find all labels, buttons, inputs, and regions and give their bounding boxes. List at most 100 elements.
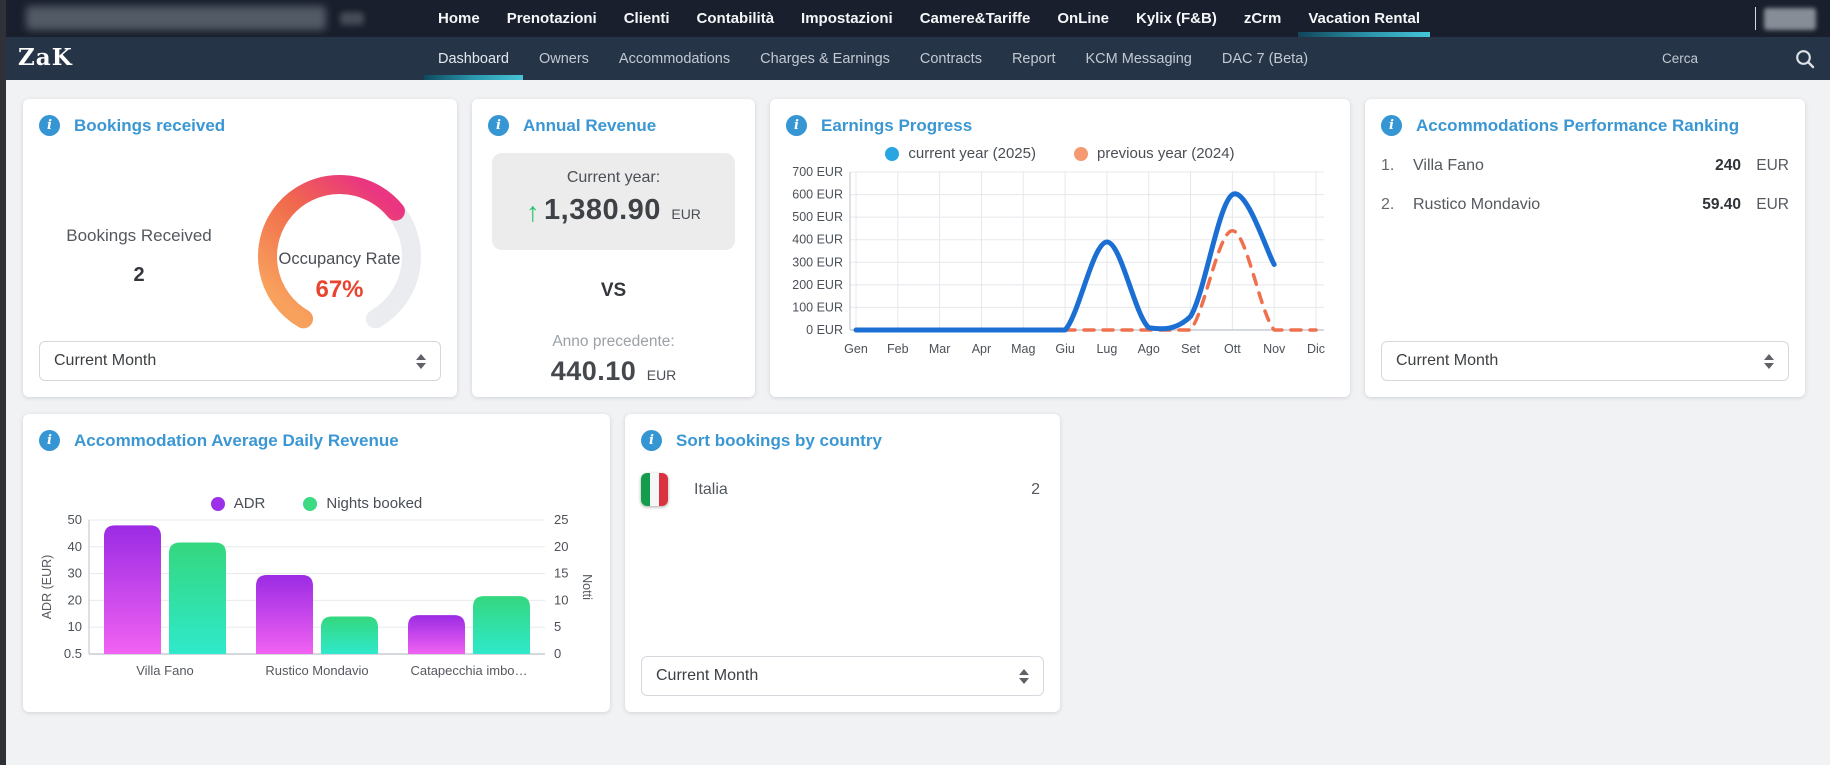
svg-text:Gen: Gen	[844, 342, 868, 356]
nav-item-contabilit[interactable]: Contabilità	[696, 10, 775, 27]
svg-text:600 EUR: 600 EUR	[792, 188, 843, 202]
card-adr: i Accommodation Average Daily Revenue AD…	[23, 414, 610, 712]
period-select[interactable]: Current Month	[1381, 341, 1789, 381]
svg-text:Apr: Apr	[972, 342, 991, 356]
card-title: Sort bookings by country	[676, 430, 882, 450]
currency-label: EUR	[646, 367, 677, 383]
info-icon[interactable]: i	[39, 115, 60, 136]
period-select-value: Current Month	[656, 667, 759, 684]
legend-dot-icon	[303, 496, 318, 511]
legend-label: ADR	[233, 495, 266, 512]
search-icon[interactable]	[1794, 48, 1816, 70]
gauge-value: 67%	[315, 276, 364, 303]
legend-dot-icon	[210, 496, 225, 511]
nav-item-camere-tariffe[interactable]: Camere&Tariffe	[919, 10, 1031, 27]
tab-accommodations[interactable]: Accommodations	[618, 50, 731, 67]
info-icon[interactable]: i	[786, 115, 807, 136]
nav-item-vacation-rental[interactable]: Vacation Rental	[1298, 0, 1430, 37]
info-icon[interactable]: i	[39, 430, 60, 451]
svg-text:30: 30	[68, 566, 82, 581]
current-year-value: 1,380.90	[544, 194, 661, 226]
current-year-label: Current year:	[566, 169, 661, 186]
search-label[interactable]: Cerca	[1661, 51, 1698, 66]
bookings-metric-label: Bookings Received	[66, 226, 212, 245]
occupancy-gauge: Occupancy Rate 67%	[247, 164, 432, 349]
zak-logo[interactable]: ZaK	[18, 44, 73, 71]
legend-label: current year (2025)	[908, 145, 1036, 162]
dashboard-content: i Bookings received Bookings Received 2 …	[0, 80, 1830, 712]
tab-charges-earnings[interactable]: Charges & Earnings	[760, 50, 890, 67]
nav-item-kylix-f-b[interactable]: Kylix (F&B)	[1136, 10, 1217, 27]
nav-item-online[interactable]: OnLine	[1057, 10, 1109, 27]
svg-text:Ago: Ago	[1138, 342, 1160, 356]
svg-text:Ott: Ott	[1224, 342, 1241, 356]
nav-item-clienti[interactable]: Clienti	[623, 10, 670, 27]
tab-dac-7-beta[interactable]: DAC 7 (Beta)	[1221, 50, 1309, 67]
bookings-body: Bookings Received 2 Occupancy Rate 67%	[39, 164, 441, 349]
legend-label: Nights booked	[326, 495, 423, 512]
legend-dot-icon	[1073, 146, 1088, 161]
accommodation-name: Rustico Mondavio	[1413, 196, 1541, 213]
card-annual-revenue: i Annual Revenue Current year: ↑ 1,380.9…	[472, 99, 755, 397]
svg-text:Mag: Mag	[1011, 342, 1035, 356]
adr-chart-legend: ADR Nights booked	[39, 495, 594, 512]
select-arrows-icon	[1764, 353, 1774, 369]
svg-text:Rustico Mondavio: Rustico Mondavio	[265, 663, 368, 678]
info-icon[interactable]: i	[641, 430, 662, 451]
tab-contracts[interactable]: Contracts	[919, 50, 982, 67]
top-nav-menu: Home Prenotazioni Clienti Contabilità Impost…	[438, 0, 1430, 37]
top-nav-bar: Home Prenotazioni Clienti Contabilità Impost…	[0, 0, 1830, 37]
legend-item-nights-booked[interactable]: Nights booked	[303, 495, 422, 512]
tab-dashboard[interactable]: Dashboard	[424, 37, 523, 80]
svg-text:Nov: Nov	[1263, 342, 1286, 356]
info-icon[interactable]: i	[488, 115, 509, 136]
previous-year-label: Anno precedente:	[552, 333, 675, 350]
svg-text:Feb: Feb	[887, 342, 909, 356]
revenue-up-arrow-icon: ↑	[526, 197, 540, 227]
svg-text:Mar: Mar	[929, 342, 951, 356]
ranking-row: 1. Villa Fano 240 EUR	[1381, 157, 1789, 175]
svg-text:ADR (EUR): ADR (EUR)	[40, 555, 54, 620]
svg-text:40: 40	[68, 539, 82, 554]
redacted-property-name	[26, 6, 326, 30]
bookings-metric-value: 2	[133, 264, 145, 286]
nav-divider	[1755, 7, 1756, 30]
country-name: Italia	[694, 480, 728, 498]
svg-text:10: 10	[554, 592, 568, 607]
tab-owners[interactable]: Owners	[538, 50, 589, 67]
ranking-row: 2. Rustico Mondavio 59.40 EUR	[1381, 196, 1789, 214]
period-select-value: Current Month	[54, 352, 157, 369]
current-year-box: Current year: ↑ 1,380.90 EUR	[492, 153, 735, 250]
svg-text:20: 20	[554, 539, 568, 554]
select-arrows-icon	[1019, 668, 1029, 684]
search-area: Cerca	[1662, 37, 1816, 80]
tab-report[interactable]: Report	[1011, 50, 1056, 67]
nav-item-prenotazioni[interactable]: Prenotazioni	[506, 10, 597, 27]
svg-text:700 EUR: 700 EUR	[792, 165, 843, 179]
period-select[interactable]: Current Month	[39, 341, 441, 381]
accommodation-currency: EUR	[1756, 157, 1789, 174]
nav-item-zcrm[interactable]: zCrm	[1243, 10, 1282, 27]
rank-number: 1.	[1381, 157, 1395, 174]
card-title: Earnings Progress	[821, 115, 973, 135]
svg-text:200 EUR: 200 EUR	[792, 278, 843, 292]
svg-text:300 EUR: 300 EUR	[792, 255, 843, 269]
previous-year-value: 440.10	[550, 356, 637, 386]
legend-item-adr[interactable]: ADR	[210, 495, 266, 512]
svg-text:100 EUR: 100 EUR	[792, 300, 843, 314]
legend-label: previous year (2024)	[1096, 145, 1235, 162]
nav-item-home[interactable]: Home	[438, 10, 480, 27]
accommodation-value: 240	[1715, 157, 1741, 174]
card-title: Annual Revenue	[523, 115, 657, 135]
period-select[interactable]: Current Month	[641, 656, 1044, 696]
tab-kcm-messaging[interactable]: KCM Messaging	[1085, 50, 1192, 67]
legend-item-previous-year-2024[interactable]: previous year (2024)	[1073, 145, 1235, 162]
nav-item-impostazioni[interactable]: Impostazioni	[801, 10, 893, 27]
legend-item-current-year-2025[interactable]: current year (2025)	[885, 145, 1036, 162]
earnings-chart-legend: current year (2025) previous year (2024)	[786, 145, 1334, 162]
card-title: Accommodation Average Daily Revenue	[74, 430, 399, 450]
svg-text:Lug: Lug	[1096, 342, 1117, 356]
info-icon[interactable]: i	[1381, 115, 1402, 136]
redacted-user-badge[interactable]	[1764, 8, 1816, 30]
